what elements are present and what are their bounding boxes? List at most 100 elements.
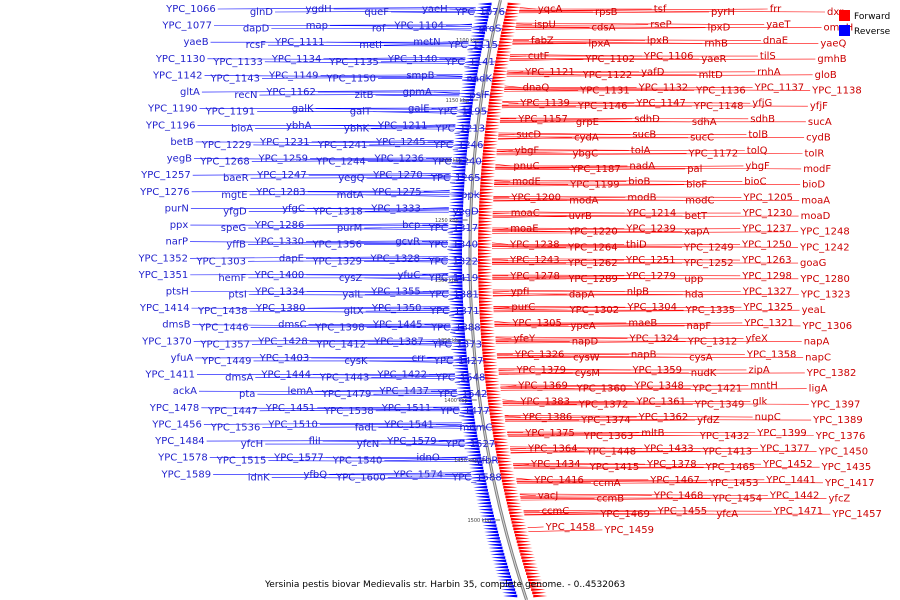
gene-label[interactable]: YPC_1381 xyxy=(428,290,479,301)
gene-label[interactable]: YPC_1600 xyxy=(335,472,386,483)
gene-label[interactable]: YPC_1387 xyxy=(373,336,424,347)
gene-label[interactable]: YPC_1456 xyxy=(151,419,202,430)
gene-label[interactable]: YPC_1076 xyxy=(454,7,505,18)
gene-label[interactable]: yffB xyxy=(226,240,246,251)
gene-label[interactable]: YPC_1252 xyxy=(683,258,734,269)
gene-label[interactable]: yfcN xyxy=(357,439,379,450)
gene-label[interactable]: bioF xyxy=(686,180,707,191)
gene-label[interactable]: yegB xyxy=(167,154,192,165)
gene-label[interactable]: lpxB xyxy=(647,35,669,46)
gene-label[interactable]: YPC_1379 xyxy=(515,365,566,376)
gene-label[interactable]: YPC_1371 xyxy=(429,306,480,317)
gene-label[interactable]: dapD xyxy=(243,24,270,35)
gene-label[interactable]: yaeH xyxy=(422,4,448,15)
gene-label[interactable]: modA xyxy=(569,195,598,206)
gene-label[interactable]: dnaQ xyxy=(523,82,550,93)
gene-label[interactable]: YPC_1146 xyxy=(577,101,628,112)
gene-label[interactable]: YPC_1380 xyxy=(255,303,306,314)
gene-label[interactable]: YPC_1574 xyxy=(393,469,444,480)
gene-label[interactable]: YPC_1411 xyxy=(144,370,195,381)
gene-label[interactable]: moaE xyxy=(510,224,538,235)
gene-label[interactable]: YPC_1444 xyxy=(260,370,311,381)
gene-label[interactable]: rcsF xyxy=(246,40,267,51)
gene-label[interactable]: rseP xyxy=(650,20,672,31)
gene-label[interactable]: YPC_1355 xyxy=(370,287,421,298)
gene-label[interactable]: zitB xyxy=(355,90,374,101)
gene-label[interactable]: ispU xyxy=(534,20,556,31)
gene-label[interactable]: YPC_1248 xyxy=(799,227,850,238)
gene-label[interactable]: YPC_1412 xyxy=(315,339,366,350)
gene-label[interactable]: YPC_1515 xyxy=(216,456,267,467)
gene-label[interactable]: YPC_1244 xyxy=(315,157,366,168)
gene-label[interactable]: YPC_1540 xyxy=(332,456,383,467)
gene-label[interactable]: tolB xyxy=(748,130,768,141)
gene-label[interactable]: moaA xyxy=(801,195,830,206)
gene-label[interactable]: YPC_1140 xyxy=(387,54,438,65)
gene-label[interactable]: yfuC xyxy=(397,270,420,281)
gene-label[interactable]: yfeY xyxy=(513,334,536,345)
gene-label[interactable]: YPC_1328 xyxy=(369,253,420,264)
gene-label[interactable]: YPC_1268 xyxy=(199,157,250,168)
gene-label[interactable]: YPC_1245 xyxy=(375,137,426,148)
gene-label[interactable]: yegD xyxy=(453,206,479,217)
gene-label[interactable]: mdtA xyxy=(337,190,364,201)
gene-label[interactable]: YPC_1453 xyxy=(708,478,759,489)
gene-label[interactable]: YPC_1247 xyxy=(256,170,307,181)
gene-label[interactable]: lemA xyxy=(287,386,313,397)
gene-label[interactable]: YPC_1389 xyxy=(812,415,863,426)
gene-label[interactable]: YPC_1542 xyxy=(437,389,488,400)
gene-label[interactable]: YPC_1323 xyxy=(800,290,851,301)
gene-label[interactable]: YPC_1280 xyxy=(799,274,850,285)
gene-label[interactable]: YPC_1511 xyxy=(381,403,432,414)
gene-label[interactable]: yfeX xyxy=(745,334,768,345)
gene-label[interactable]: YPC_1527 xyxy=(445,439,496,450)
gene-label[interactable]: YPC_1187 xyxy=(570,164,621,175)
gene-label[interactable]: YPC_1432 xyxy=(699,431,750,442)
gene-label[interactable]: YPC_1434 xyxy=(530,459,581,470)
gene-label[interactable]: uvrB xyxy=(569,211,592,222)
gene-label[interactable]: YPC_1246 xyxy=(433,140,484,151)
gene-label[interactable]: YPC_1286 xyxy=(254,220,305,231)
gene-label[interactable]: YPC_1157 xyxy=(517,114,568,125)
gene-label[interactable]: YPC_1136 xyxy=(695,85,746,96)
gene-label[interactable]: YPC_1451 xyxy=(265,403,316,414)
gene-label[interactable]: YPC_1230 xyxy=(742,208,793,219)
gene-label[interactable]: YPC_1449 xyxy=(201,356,252,367)
gene-label[interactable]: yfcH xyxy=(241,439,263,450)
gene-label[interactable]: hda xyxy=(685,290,704,301)
gene-label[interactable]: narP xyxy=(165,237,188,248)
gene-label[interactable]: YPC_1250 xyxy=(741,239,792,250)
gene-label[interactable]: cysK xyxy=(344,356,368,367)
gene-label[interactable]: moaD xyxy=(801,211,831,222)
gene-label[interactable]: nudK xyxy=(691,368,717,379)
gene-label[interactable]: YPC_1111 xyxy=(274,37,325,48)
gene-label[interactable]: yfgD xyxy=(223,206,247,217)
gene-label[interactable]: YPC_1326 xyxy=(514,349,565,360)
gene-label[interactable]: sdhB xyxy=(750,114,775,125)
gene-label[interactable]: ptsI xyxy=(228,290,246,301)
gene-label[interactable]: yfcA xyxy=(716,509,738,520)
gene-label[interactable]: YPC_1455 xyxy=(657,506,708,517)
gene-label[interactable]: YPC_1465 xyxy=(705,462,756,473)
gene-label[interactable]: sdhD xyxy=(634,114,660,125)
gene-label[interactable]: bcp xyxy=(402,220,420,231)
gene-label[interactable]: YPC_1348 xyxy=(633,381,684,392)
gene-label[interactable]: YPC_1240 xyxy=(431,157,482,168)
gene-label[interactable]: rnhA xyxy=(757,67,781,78)
gene-label[interactable]: dapA xyxy=(569,290,595,301)
gene-label[interactable]: hemF xyxy=(218,273,246,284)
gene-label[interactable]: YPC_1422 xyxy=(376,370,427,381)
gene-label[interactable]: YPC_1329 xyxy=(311,256,362,267)
gene-label[interactable]: nadK xyxy=(467,73,493,84)
gene-label[interactable]: ypfI xyxy=(511,287,530,298)
gene-label[interactable]: sdhA xyxy=(692,117,717,128)
gene-label[interactable]: yafD xyxy=(641,67,665,78)
gene-label[interactable]: fabZ xyxy=(531,35,554,46)
gene-label[interactable]: YPC_1459 xyxy=(603,525,654,536)
gene-label[interactable]: YPC_1376 xyxy=(815,431,866,442)
gene-label[interactable]: YPC_1416 xyxy=(533,475,584,486)
gene-label[interactable]: napA xyxy=(804,337,830,348)
gene-label[interactable]: rof xyxy=(372,24,386,35)
gene-label[interactable]: YPC_1330 xyxy=(253,237,304,248)
gene-label[interactable]: idnK xyxy=(248,472,270,483)
